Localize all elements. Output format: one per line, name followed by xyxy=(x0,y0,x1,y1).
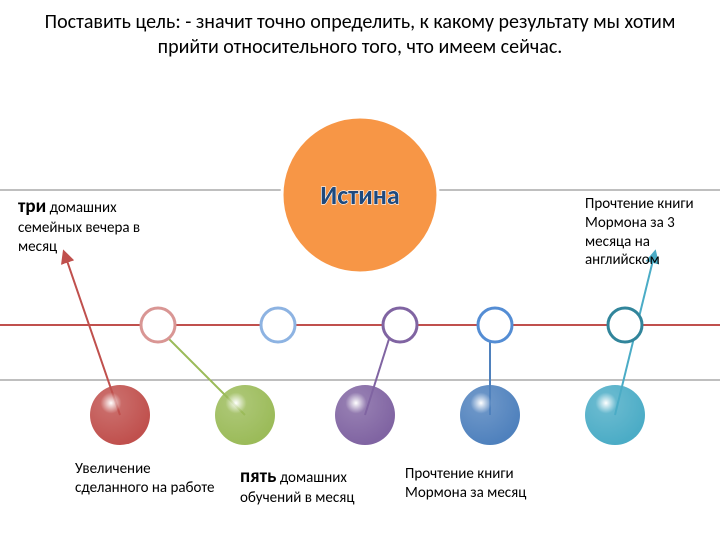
ball-green xyxy=(215,385,275,445)
lbl-left: три домашних семейных вечера в месяц xyxy=(18,195,168,256)
ring-4 xyxy=(478,308,512,342)
svg-layer: Истина xyxy=(0,0,720,540)
page-title: Поставить цель: - значит точно определит… xyxy=(20,10,700,60)
central-label: Истина xyxy=(320,179,399,211)
ball-blue xyxy=(460,385,520,445)
diagram-canvas: Истина Поставить цель: - значит точно оп… xyxy=(0,0,720,540)
ball-purple xyxy=(335,385,395,445)
ring-1 xyxy=(141,308,175,342)
ring-2 xyxy=(261,308,295,342)
ring-3 xyxy=(383,308,417,342)
ball-red xyxy=(90,385,150,445)
lbl-bot2: пять домашних обучений в месяц xyxy=(240,465,400,508)
ball-teal xyxy=(585,385,645,445)
lbl-bot1: Увеличение сделанного на работе xyxy=(75,460,215,498)
ring-5 xyxy=(608,308,642,342)
lbl-right: Прочтение книги Мормона за 3 месяца на а… xyxy=(585,195,720,270)
lbl-bot3: Прочтение книги Мормона за месяц xyxy=(405,465,565,503)
